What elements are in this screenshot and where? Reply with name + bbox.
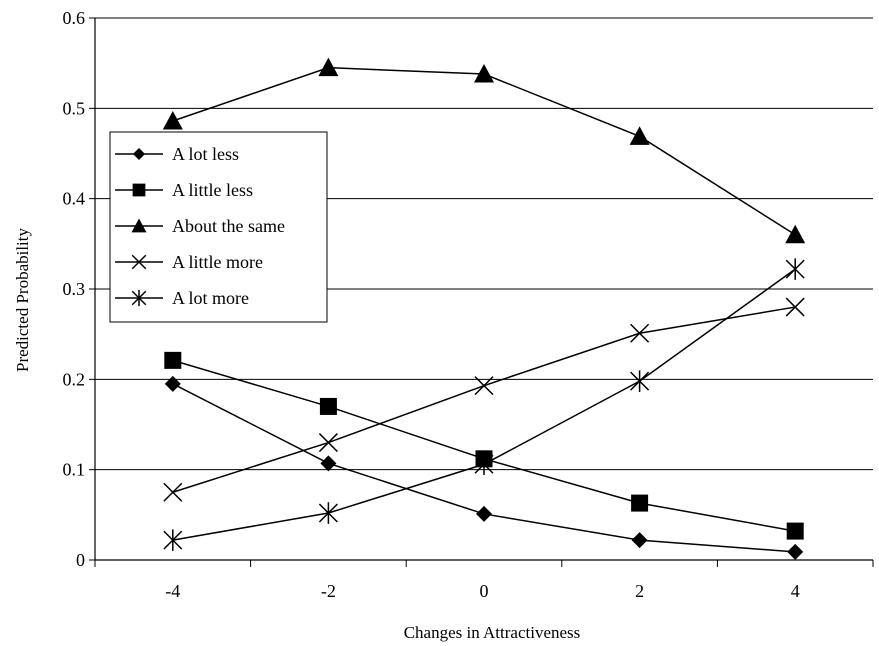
y-tick-label: 0.3 [63,279,86,299]
legend-label: A little more [172,252,263,272]
x-tick-label: -4 [165,581,180,601]
data-point-x [318,433,338,453]
data-point-x [474,376,494,396]
x-tick-label: 2 [635,581,644,601]
data-point-x [163,482,183,502]
y-tick-label: 0 [76,550,85,570]
x-tick-label: 4 [791,581,800,601]
data-point-diamond [320,455,337,472]
legend-marker-triangle [131,218,147,233]
data-point-star [785,258,805,280]
data-point-diamond [164,375,181,392]
data-point-square [631,494,649,512]
legend-marker-star [131,289,147,307]
data-point-star [474,453,494,476]
legend-label: A lot more [172,288,249,308]
legend-label: A lot less [172,144,239,164]
data-point-x [785,297,805,317]
legend-marker-diamond [133,148,145,160]
data-point-star [630,370,650,392]
data-point-triangle [474,64,494,83]
y-tick-label: 0.5 [63,98,86,118]
series-a-lot-more [163,258,805,551]
data-point-x [630,323,650,343]
data-point-star [163,529,183,551]
data-point-square [164,351,182,369]
data-point-triangle [629,126,650,145]
y-tick-label: 0.1 [63,460,86,480]
data-point-triangle [318,57,339,77]
data-point-triangle [785,224,806,244]
legend-label: A little less [172,180,253,200]
series-a-little-more [163,297,805,502]
x-tick-label: -2 [321,581,336,601]
x-axis-title: Changes in Attractiveness [404,623,581,642]
series-a-lot-less [164,375,804,560]
y-axis-title: Predicted Probability [13,228,32,373]
y-tick-label: 0.2 [63,369,86,389]
x-tick-label: 0 [480,581,489,601]
data-point-diamond [787,543,804,560]
data-point-diamond [631,532,648,549]
legend-label: About the same [172,216,285,236]
y-tick-label: 0.4 [63,189,86,209]
data-point-square [319,397,337,415]
data-point-square [786,522,804,540]
legend-box [109,131,328,323]
y-tick-label: 0.6 [63,8,86,28]
data-point-diamond [476,505,492,522]
legend-marker-x [131,254,147,270]
data-point-star [318,502,338,524]
series-about-the-same [162,57,806,244]
legend-marker-square [132,183,146,197]
data-point-triangle [162,110,183,130]
